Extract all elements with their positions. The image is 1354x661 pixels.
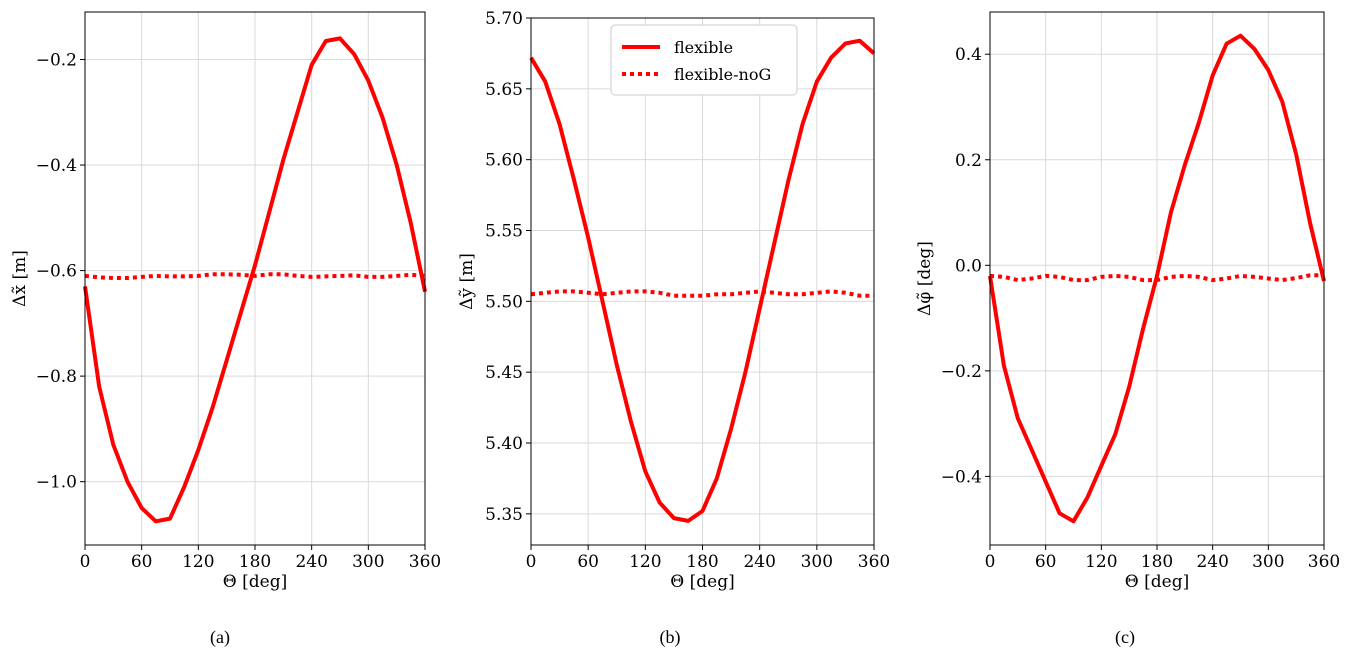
series-line-solid (988, 33, 1326, 524)
y-tick-label: 5.65 (485, 80, 523, 100)
y-tick-label: 5.60 (485, 151, 523, 171)
x-tick-label: 360 (858, 552, 890, 572)
x-tick-label: 300 (801, 552, 833, 572)
x-tick-label: 60 (577, 552, 599, 572)
y-axis-label: Δỹ [m] (457, 253, 477, 310)
panel-1: 0 60 120 180 240 300 360 −1.0 −0.8 −0.6 −0.4 −0.2 Θ … (10, 11, 441, 648)
y-tick-label: −0.6 (36, 262, 77, 282)
panel-caption: (c) (1115, 627, 1135, 648)
x-tick-label: 180 (686, 552, 718, 572)
x-tick-label: 180 (1141, 552, 1173, 572)
legend-box (610, 24, 798, 96)
series-line-dotted (989, 273, 1324, 283)
panel-2: 0 60 120 180 240 300 360 5.35 5.40 5.45 5.50 5.55 5.… (457, 9, 890, 648)
y-tick-label: 5.35 (485, 505, 523, 525)
x-tick-label: 120 (629, 552, 661, 572)
series-line-solid (83, 36, 427, 524)
y-tick-label: −0.4 (36, 156, 77, 176)
y-tick-label: 5.50 (485, 292, 523, 312)
x-tick-label: 60 (131, 552, 153, 572)
y-tick-label: −0.2 (36, 50, 77, 70)
x-tick-label: 360 (1308, 552, 1340, 572)
x-tick-label: 300 (1252, 552, 1284, 572)
x-axis-label: Θ [deg] (1125, 572, 1189, 592)
y-tick-label: 5.70 (485, 9, 523, 29)
x-tick-label: 240 (295, 552, 327, 572)
series-line-dotted (84, 272, 426, 280)
y-axis-label: Δx̃ [m] (10, 250, 30, 307)
x-tick-label: 0 (80, 552, 91, 572)
legend-label: flexible-noG (674, 65, 771, 84)
x-tick-label: 240 (743, 552, 775, 572)
y-tick-label: 5.55 (485, 222, 523, 242)
x-tick-label: 360 (409, 552, 441, 572)
y-tick-label: 5.40 (485, 434, 523, 454)
x-tick-label: 180 (239, 552, 271, 572)
x-tick-label: 240 (1196, 552, 1228, 572)
y-axis-label: Δφ̃ [deg] (915, 241, 935, 316)
x-tick-label: 120 (182, 552, 214, 572)
legend-label: flexible (674, 38, 733, 57)
y-tick-label: 5.45 (485, 363, 523, 383)
y-tick-label: 0.2 (955, 151, 982, 171)
x-tick-label: 0 (985, 552, 996, 572)
panel-caption: (a) (210, 627, 230, 648)
legend: flexible flexible-noG (610, 24, 798, 96)
y-tick-label: −1.0 (36, 473, 77, 493)
x-tick-label: 60 (1035, 552, 1057, 572)
panel-caption: (b) (660, 627, 681, 648)
y-tick-label: 0.4 (955, 45, 982, 65)
y-tick-label: −0.2 (941, 362, 982, 382)
x-tick-label: 0 (526, 552, 537, 572)
y-tick-label: 0.0 (955, 256, 982, 276)
x-tick-label: 300 (352, 552, 384, 572)
series-line-solid (529, 38, 876, 523)
y-tick-label: −0.8 (36, 367, 77, 387)
series-line-dotted (530, 289, 874, 298)
x-tick-label: 120 (1085, 552, 1117, 572)
y-tick-label: −0.4 (941, 467, 982, 487)
panel-3: 0 60 120 180 240 300 360 −0.4 −0.2 0.0 0.2 0.4 Θ [de… (915, 11, 1340, 648)
x-axis-label: Θ [deg] (223, 572, 287, 592)
x-axis-label: Θ [deg] (670, 572, 734, 592)
